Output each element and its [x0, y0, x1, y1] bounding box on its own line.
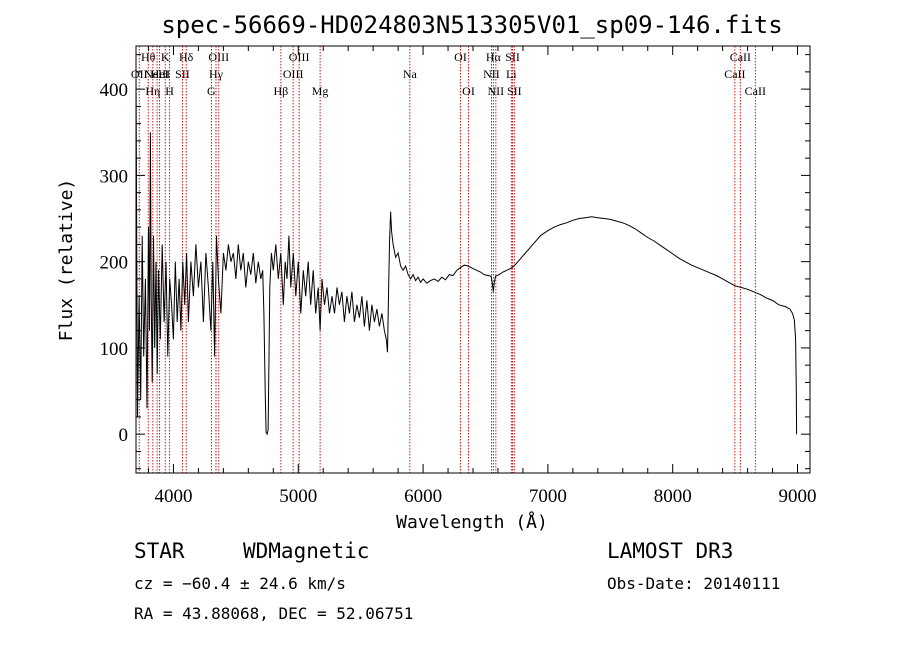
line-marker-label: Hθ [141, 50, 156, 64]
y-axis-label: Flux (relative) [56, 179, 77, 342]
line-marker-label: Li [506, 67, 517, 81]
y-tick-label: 100 [100, 339, 129, 360]
line-marker-label: OI [454, 50, 467, 64]
x-tick-label: 6000 [404, 486, 442, 507]
line-marker-label: HeI [151, 67, 169, 81]
y-tick-label: 200 [100, 253, 129, 274]
object-class: STAR [134, 539, 185, 563]
line-marker-label: Hδ [179, 50, 194, 64]
line-marker-label: SII [175, 67, 190, 81]
line-marker-label: SII [505, 50, 520, 64]
line-marker-label: G [207, 84, 216, 98]
line-marker-label: Hγ [209, 67, 224, 81]
line-marker-label: CaII [724, 67, 745, 81]
line-marker-label: Hβ [274, 84, 289, 98]
y-tick-label: 300 [100, 166, 129, 187]
x-tick-label: 5000 [279, 486, 317, 507]
x-tick-label: 4000 [154, 486, 192, 507]
line-marker-label: OIII [208, 50, 229, 64]
y-tick-label: 0 [119, 425, 129, 446]
spectrum-line [135, 71, 798, 436]
line-marker-label: OIII [289, 50, 310, 64]
line-marker-label: OI [462, 84, 475, 98]
line-marker-label: Na [403, 67, 418, 81]
line-marker-label: NII [488, 84, 505, 98]
x-tick-label: 9000 [779, 486, 817, 507]
line-marker-label: Mg [312, 84, 329, 98]
object-subclass: WDMagnetic [243, 539, 369, 563]
line-marker-label: NeIII [144, 67, 170, 81]
x-axis-label: Wavelength (Å) [396, 511, 548, 533]
sky-coordinates: RA = 43.88068, DEC = 52.06751 [134, 604, 413, 623]
line-marker-label: K [161, 50, 170, 64]
emission-line-markers [138, 46, 756, 473]
emission-line-labels: OIIHθHηNeIIIHeIKHSIIHδGHγOIIIHβOIIIOIIIM… [131, 50, 766, 98]
line-marker-label: CaII [745, 84, 766, 98]
y-axis-ticks: 0 100 200 300 400 [100, 54, 810, 470]
y-tick-label: 400 [100, 80, 129, 101]
line-marker-label: H [165, 84, 174, 98]
x-tick-label: 8000 [654, 486, 692, 507]
line-marker-label: SII [507, 84, 522, 98]
chart-title: spec-56669-HD024803N513305V01_sp09-146.f… [161, 11, 782, 39]
line-marker-label: Hη [145, 84, 160, 98]
line-marker-label: OIII [283, 67, 304, 81]
redshift-velocity: cz = −60.4 ± 24.6 km/s [134, 574, 346, 593]
line-marker-label: Hα [486, 50, 502, 64]
observation-date: Obs-Date: 20140111 [607, 574, 780, 593]
line-marker-label: CaII [730, 50, 751, 64]
survey-name: LAMOST DR3 [607, 539, 733, 563]
line-marker-label: NII [483, 67, 500, 81]
x-axis-ticks: 4000 5000 6000 7000 8000 9000 [147, 46, 817, 507]
line-marker-label: OII [131, 67, 148, 81]
x-tick-label: 7000 [529, 486, 567, 507]
